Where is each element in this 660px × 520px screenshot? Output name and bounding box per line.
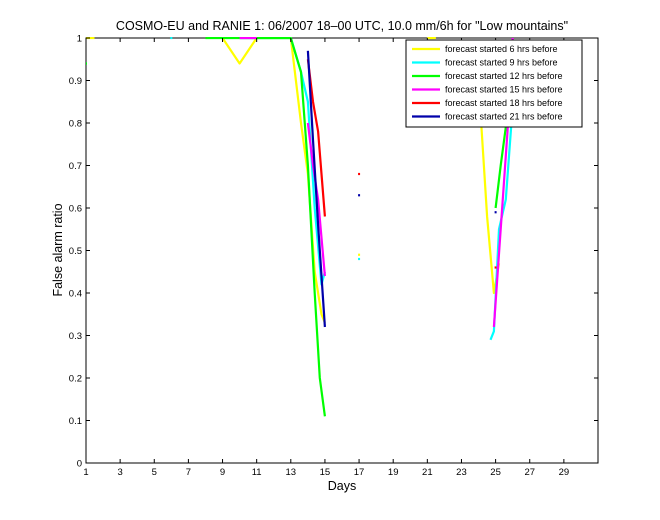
y-tick-label: 0.7: [69, 161, 82, 172]
legend-box: [405, 39, 583, 128]
series-6: [306, 50, 497, 328]
y-axis-label: False alarm ratio: [51, 203, 65, 296]
x-tick-label: 21: [422, 467, 433, 478]
y-tick-label: 1: [77, 34, 82, 45]
legend-label: forecast started 21 hrs before: [445, 112, 563, 122]
x-tick-label: 5: [152, 467, 157, 478]
y-tick-label: 0.6: [69, 204, 82, 215]
legend-label: forecast started 15 hrs before: [445, 85, 563, 95]
axis-ticks: 1 3 5 7 9 11 13 15 17 19 21 23 25 27 2900.10.20.30.40.…: [69, 34, 598, 478]
legend-label: forecast started 9 hrs before: [445, 58, 558, 68]
x-tick-label: 13: [286, 467, 297, 478]
y-tick-label: 0: [77, 459, 82, 470]
series-line: [221, 37, 326, 324]
x-tick-label: 15: [320, 467, 331, 478]
x-tick-label: 3: [117, 467, 122, 478]
x-tick-label: 7: [186, 467, 191, 478]
y-tick-label: 0.4: [69, 289, 82, 300]
x-tick-label: 17: [354, 467, 365, 478]
x-tick-label: 23: [456, 467, 467, 478]
y-tick-label: 0.2: [69, 374, 82, 385]
chart-title: COSMO-EU and RANIE 1: 06/2007 18–00 UTC,…: [116, 19, 568, 33]
legend-label: forecast started 18 hrs before: [445, 98, 563, 108]
y-tick-label: 0.3: [69, 331, 82, 342]
y-tick-label: 0.1: [69, 416, 82, 427]
x-tick-label: 29: [559, 467, 570, 478]
x-axis-label: Days: [328, 479, 356, 493]
x-tick-label: 1: [83, 467, 88, 478]
series-line: [489, 105, 514, 341]
x-tick-label: 11: [252, 467, 262, 478]
x-tick-label: 19: [388, 467, 399, 478]
y-tick-label: 0.8: [69, 119, 82, 130]
x-tick-label: 9: [220, 467, 225, 478]
legend-label: forecast started 12 hrs before: [445, 71, 563, 81]
x-tick-label: 25: [490, 467, 501, 478]
legend: forecast started 6 hrs before forecast st…: [405, 39, 583, 128]
y-tick-label: 0.9: [69, 76, 82, 87]
legend-label: forecast started 6 hrs before: [445, 44, 558, 54]
series-line: [306, 50, 326, 328]
y-tick-label: 0.5: [69, 246, 82, 257]
x-tick-label: 27: [524, 467, 535, 478]
